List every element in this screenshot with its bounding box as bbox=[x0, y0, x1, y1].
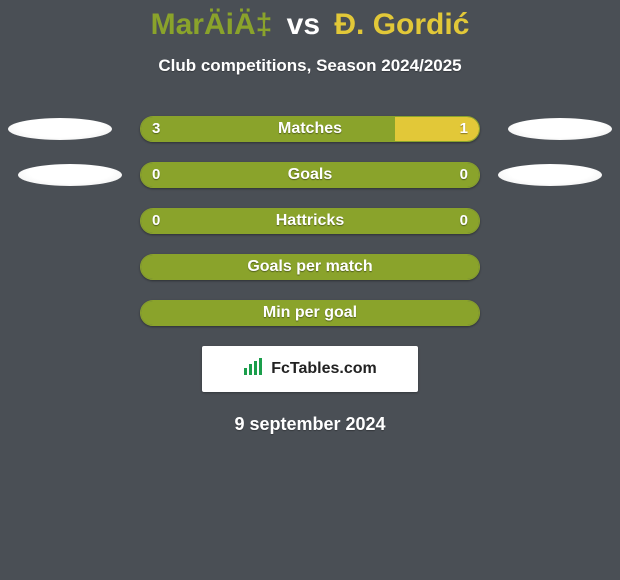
bar-left bbox=[141, 255, 479, 280]
bar-left bbox=[141, 209, 479, 234]
date: 9 september 2024 bbox=[0, 414, 620, 435]
title-player1: MarÄiÄ‡ bbox=[151, 8, 273, 41]
stat-rows: Matches31Goals00Hattricks00Goals per mat… bbox=[0, 116, 620, 326]
bar-track bbox=[140, 116, 480, 142]
stat-row: Min per goal bbox=[0, 300, 620, 326]
badge-text: FcTables.com bbox=[271, 360, 377, 378]
stat-row: Matches31 bbox=[0, 116, 620, 142]
bar-left bbox=[141, 163, 479, 188]
subtitle: Club competitions, Season 2024/2025 bbox=[0, 56, 620, 76]
comparison-card: MarÄiÄ‡ vs Đ. Gordić Club competitions, … bbox=[0, 0, 620, 580]
stat-value-right: 0 bbox=[460, 162, 468, 188]
title-player2: Đ. Gordić bbox=[334, 8, 469, 41]
player2-avatar-oval bbox=[498, 164, 602, 186]
player1-avatar-oval bbox=[18, 164, 122, 186]
stat-row: Goals00 bbox=[0, 162, 620, 188]
bar-track bbox=[140, 208, 480, 234]
bar-track bbox=[140, 300, 480, 326]
chart-icon bbox=[243, 358, 265, 381]
stat-value-left: 0 bbox=[152, 208, 160, 234]
page-title: MarÄiÄ‡ vs Đ. Gordić bbox=[0, 8, 620, 42]
stat-value-left: 0 bbox=[152, 162, 160, 188]
player1-avatar-oval bbox=[8, 118, 112, 140]
stat-value-right: 0 bbox=[460, 208, 468, 234]
bar-left bbox=[141, 301, 479, 326]
bar-left bbox=[141, 117, 395, 142]
stat-value-left: 3 bbox=[152, 116, 160, 142]
bar-track bbox=[140, 162, 480, 188]
source-badge: FcTables.com bbox=[202, 346, 418, 392]
stat-row: Goals per match bbox=[0, 254, 620, 280]
stat-value-right: 1 bbox=[460, 116, 468, 142]
stat-row: Hattricks00 bbox=[0, 208, 620, 234]
title-vs: vs bbox=[287, 8, 320, 41]
bar-track bbox=[140, 254, 480, 280]
player2-avatar-oval bbox=[508, 118, 612, 140]
